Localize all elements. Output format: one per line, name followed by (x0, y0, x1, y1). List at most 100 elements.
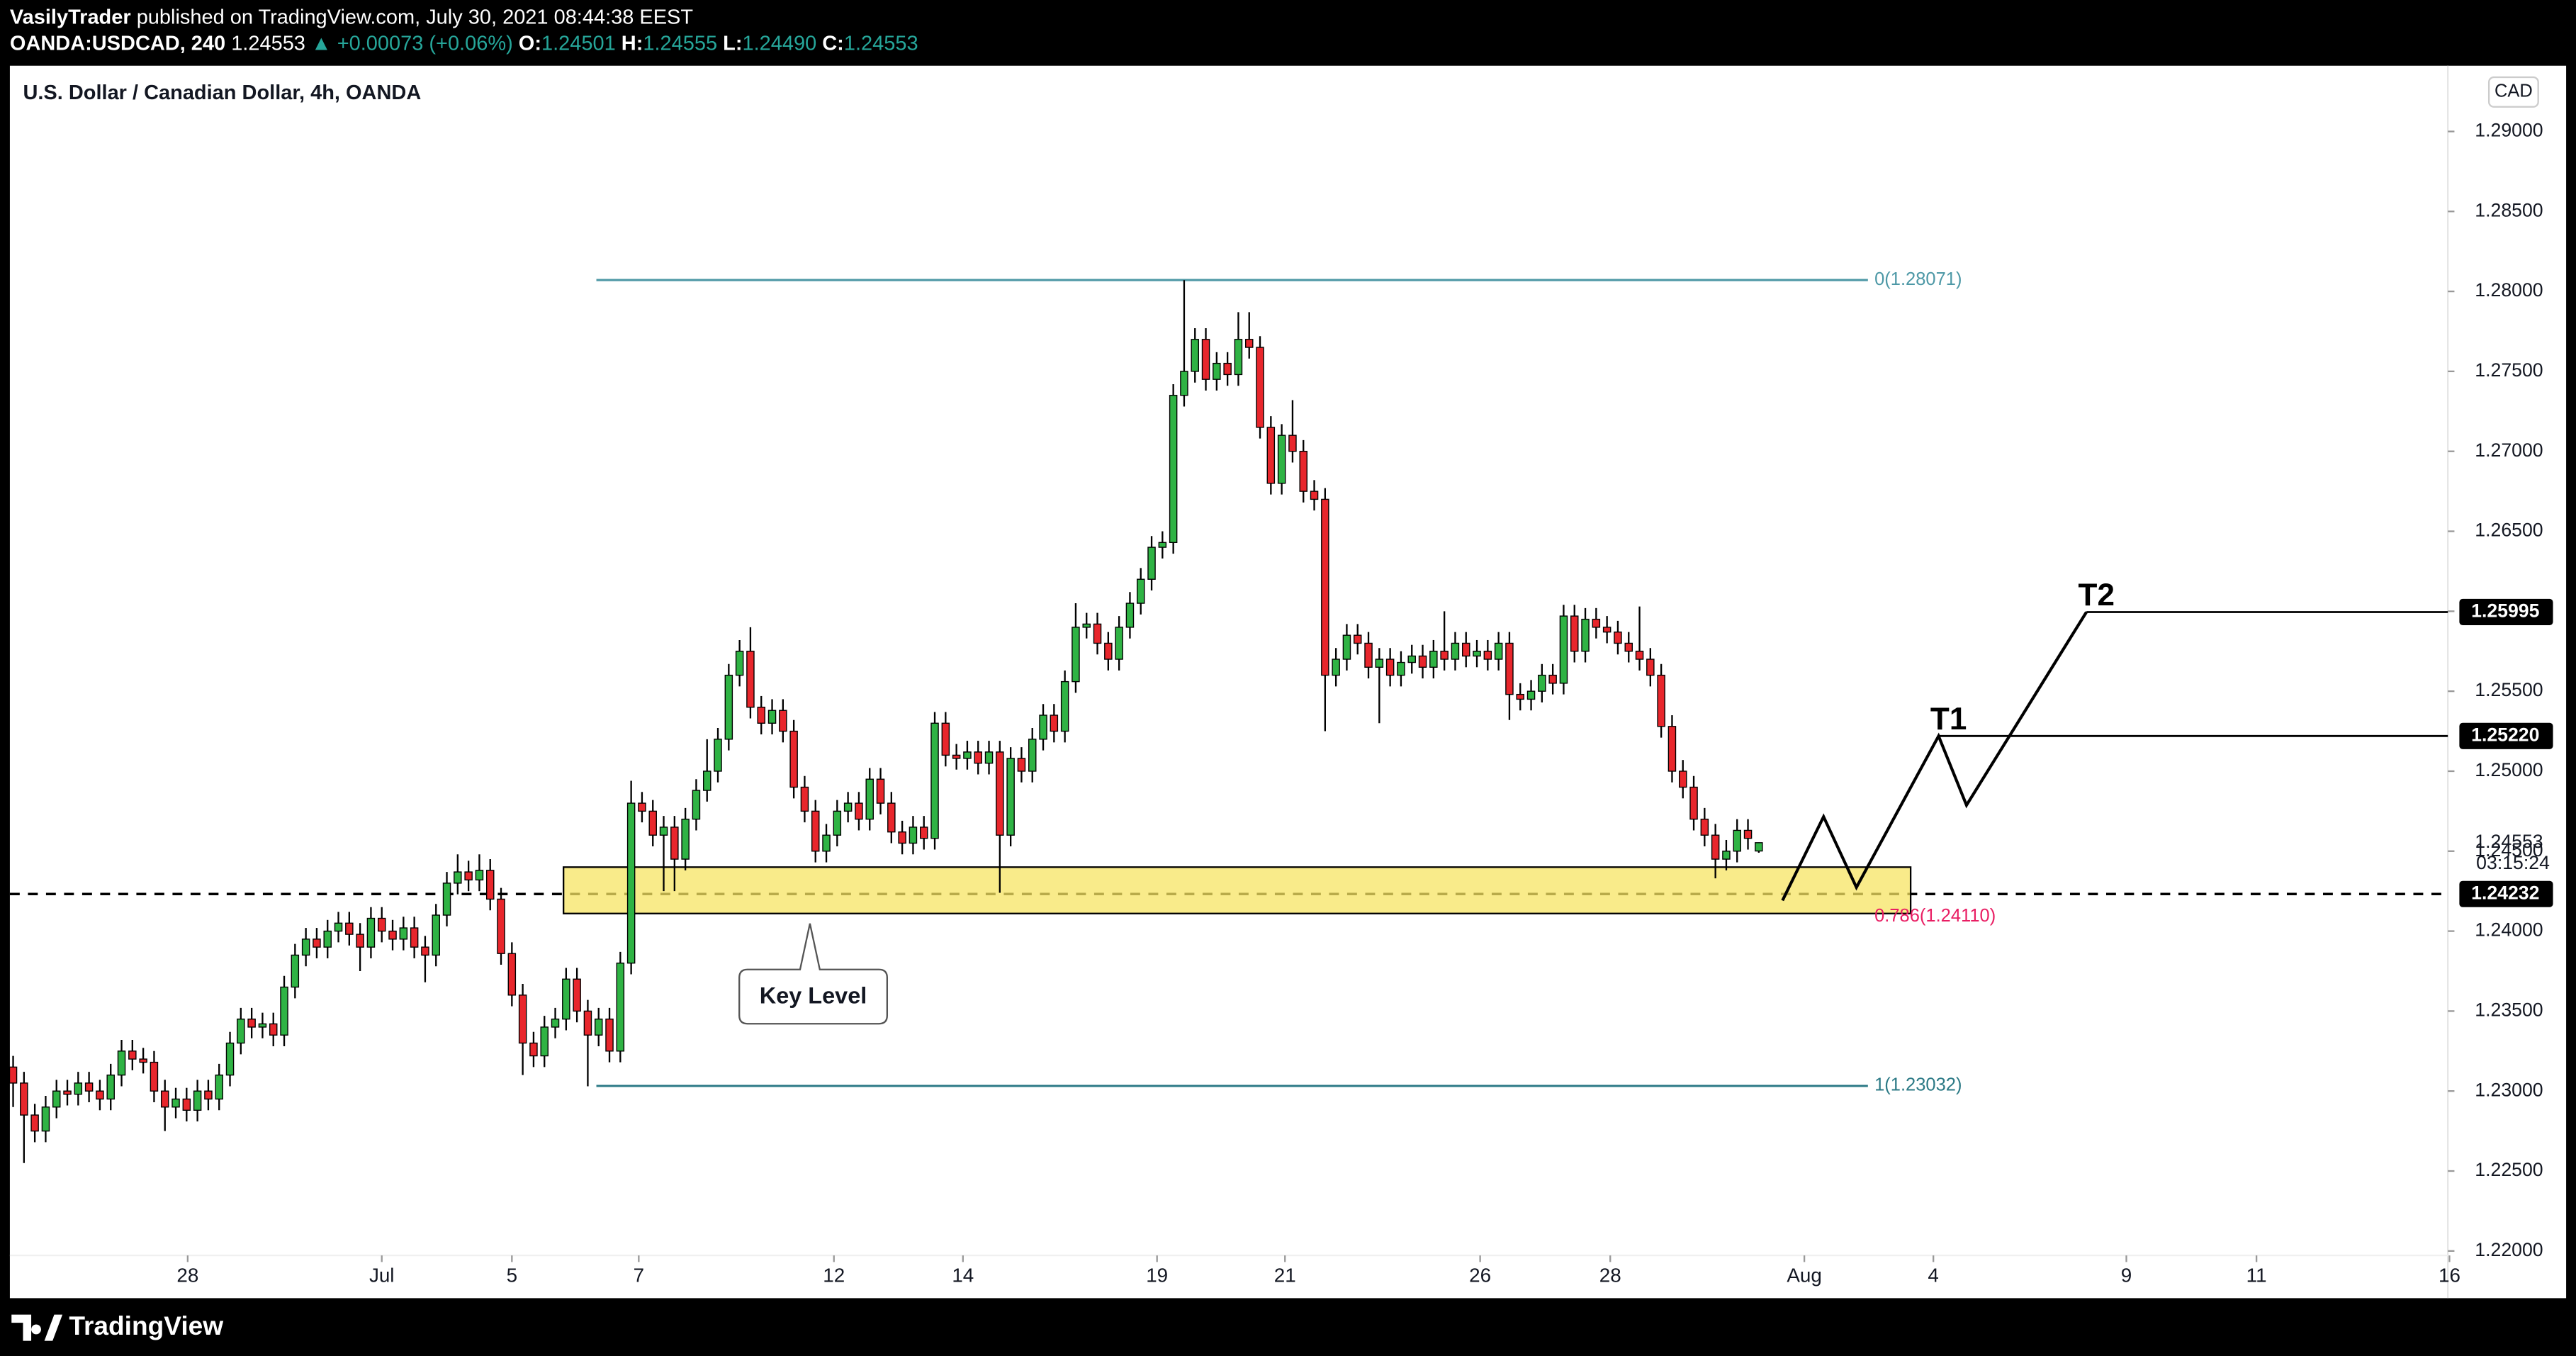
candle-body (215, 1074, 223, 1100)
x-tick-label: Jul (369, 1265, 395, 1287)
candle-body (1244, 339, 1254, 348)
candle-body (1342, 634, 1351, 660)
fib-label: 0.786(1.24110) (1874, 906, 1996, 926)
y-tick-label: 1.22500 (2475, 1159, 2543, 1180)
y-tick-label: 1.25000 (2475, 759, 2543, 780)
candle-body (280, 986, 288, 1036)
y-tick-label: 1.22000 (2475, 1239, 2543, 1260)
x-tick-label: 9 (2121, 1265, 2132, 1287)
candle-body (1505, 642, 1514, 695)
candle-body (616, 963, 625, 1052)
candle-body (1191, 339, 1199, 372)
candle-body (724, 674, 733, 740)
candle-body (52, 1090, 61, 1108)
y-tick-label: 1.26500 (2475, 520, 2543, 541)
x-tick-label: 5 (507, 1265, 517, 1287)
candle-body (475, 870, 484, 881)
ohlc-value: 1.24555 (643, 32, 717, 55)
candle-body (1017, 758, 1026, 772)
x-tick-label: 11 (2246, 1265, 2267, 1287)
candle-body (1288, 435, 1297, 452)
candle-body (1266, 427, 1276, 484)
candle-body (898, 831, 906, 844)
candle-body (1277, 435, 1286, 484)
price-tag-label: 1.25220 (2471, 724, 2539, 745)
candle-body (843, 802, 853, 812)
x-tick-label: 16 (2439, 1265, 2460, 1287)
candle-body (800, 786, 809, 812)
y-tick-label: 1.23000 (2475, 1079, 2543, 1100)
candle-body (1213, 362, 1221, 380)
candle-body (171, 1098, 180, 1108)
candle-body (323, 930, 332, 948)
candle-body (454, 871, 462, 884)
candle-body (963, 751, 972, 759)
candle-body (626, 802, 636, 964)
footer-brand: TradingView (69, 1311, 223, 1340)
candle-body (247, 1018, 256, 1028)
y-tick-label: 1.24500 (2475, 839, 2543, 861)
candle-body (1072, 627, 1080, 683)
published: published on TradingView.com, July 30, 2… (137, 6, 694, 28)
candle-body (313, 938, 321, 948)
x-tick-label: Aug (1787, 1265, 1821, 1287)
candle-body (681, 818, 690, 860)
callout-label: Key Level (760, 983, 867, 1009)
candle-body (735, 651, 744, 676)
candle-body (952, 754, 961, 759)
candle-body (1483, 651, 1492, 660)
candle-body (930, 722, 939, 839)
candle-body (811, 810, 820, 852)
candle-body (941, 722, 950, 756)
candle-body (822, 834, 831, 852)
candle-body (1147, 547, 1156, 580)
candle-body (605, 1018, 614, 1052)
candle-body (1624, 642, 1633, 652)
x-tick-label: 12 (823, 1265, 845, 1287)
candle-body (562, 978, 570, 1020)
candle-body (301, 938, 310, 956)
candle-body (1440, 651, 1449, 660)
candle-body (30, 1114, 39, 1132)
candle-body (1581, 618, 1590, 652)
candle-body (1082, 623, 1091, 628)
candle-body (1201, 339, 1210, 380)
symbol: OANDA:USDCAD, 240 (10, 32, 225, 55)
candle-body (1743, 829, 1753, 839)
candle-body (648, 810, 657, 836)
candle-body (1733, 829, 1741, 852)
y-tick-label: 1.27000 (2475, 439, 2543, 461)
candle-body (1473, 651, 1481, 657)
ohlc-label: O: (519, 32, 541, 55)
candle-body (1722, 851, 1731, 860)
candle-body (974, 751, 982, 764)
candle-body (1136, 578, 1145, 604)
candle-body (204, 1090, 213, 1100)
candle-body (984, 751, 994, 764)
candle-body (1646, 659, 1655, 676)
price-tag (2459, 598, 2553, 626)
candle-body (356, 934, 364, 948)
key-zone (563, 866, 1912, 914)
candle-body (1310, 491, 1319, 500)
candle-body (1223, 362, 1232, 376)
candle-body (919, 827, 928, 839)
candle-body (638, 802, 646, 812)
candle-body (757, 707, 765, 724)
candle-body (1548, 674, 1557, 684)
candle-body (84, 1082, 94, 1092)
candle-body (291, 954, 300, 988)
current-price: 1.24553 (2475, 831, 2543, 852)
y-tick-label: 1.23500 (2475, 999, 2543, 1020)
candle-body (1321, 498, 1329, 676)
candle-body (1397, 661, 1405, 676)
x-tick-label: 28 (1599, 1265, 1621, 1287)
candle-body (714, 739, 722, 772)
y-tick-label: 1.28500 (2475, 199, 2543, 220)
candle-body (876, 778, 885, 804)
callout (738, 923, 889, 1025)
candle-body (1407, 655, 1416, 663)
y-tick-label: 1.27500 (2475, 359, 2543, 381)
candle-body (96, 1090, 104, 1100)
